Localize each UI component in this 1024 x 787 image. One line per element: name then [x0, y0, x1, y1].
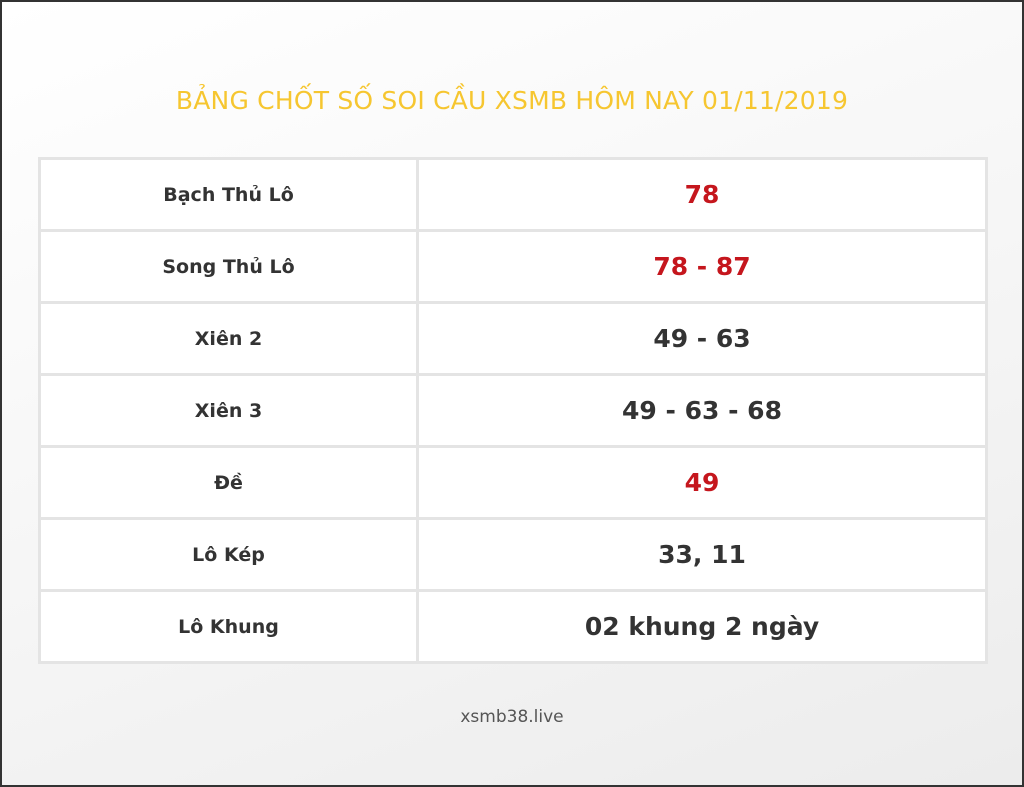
label: Lô Khung — [38, 589, 419, 664]
row: Lô Khung 02 khung 2 ngày — [38, 589, 988, 664]
row: Bạch Thủ Lô 78 — [38, 157, 988, 232]
value: 78 — [416, 157, 988, 232]
label: Xiên 3 — [38, 373, 419, 448]
label: Bạch Thủ Lô — [38, 157, 419, 232]
value: 49 — [416, 445, 988, 520]
label: Xiên 2 — [38, 301, 419, 376]
row: Song Thủ Lô 78 - 87 — [38, 229, 988, 304]
value: 33, 11 — [416, 517, 988, 592]
row: Lô Kép 33, 11 — [38, 517, 988, 592]
label: Song Thủ Lô — [38, 229, 419, 304]
row: Xiên 3 49 - 63 - 68 — [38, 373, 988, 448]
value: 49 - 63 - 68 — [416, 373, 988, 448]
value: 78 - 87 — [416, 229, 988, 304]
value: 49 - 63 — [416, 301, 988, 376]
row: Xiên 2 49 - 63 — [38, 301, 988, 376]
label: Lô Kép — [38, 517, 419, 592]
footer: xsmb38.live — [460, 707, 564, 727]
title: BẢNG CHỐT SỐ SOI CẦU XSMB HÔM NAY 01/11/… — [175, 86, 849, 115]
label: Đề — [38, 445, 419, 520]
row: Đề 49 — [38, 445, 988, 520]
value: 02 khung 2 ngày — [416, 589, 988, 664]
